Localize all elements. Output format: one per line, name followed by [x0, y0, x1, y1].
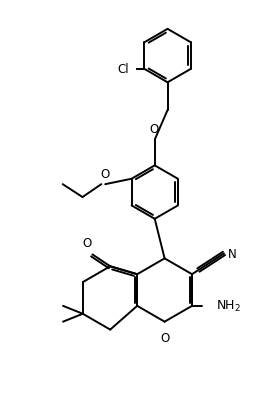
Text: O: O [101, 168, 110, 181]
Text: O: O [149, 122, 158, 136]
Text: O: O [160, 331, 169, 344]
Text: N: N [228, 247, 236, 260]
Text: O: O [83, 237, 92, 250]
Text: Cl: Cl [117, 63, 129, 76]
Text: NH$_2$: NH$_2$ [216, 299, 241, 314]
